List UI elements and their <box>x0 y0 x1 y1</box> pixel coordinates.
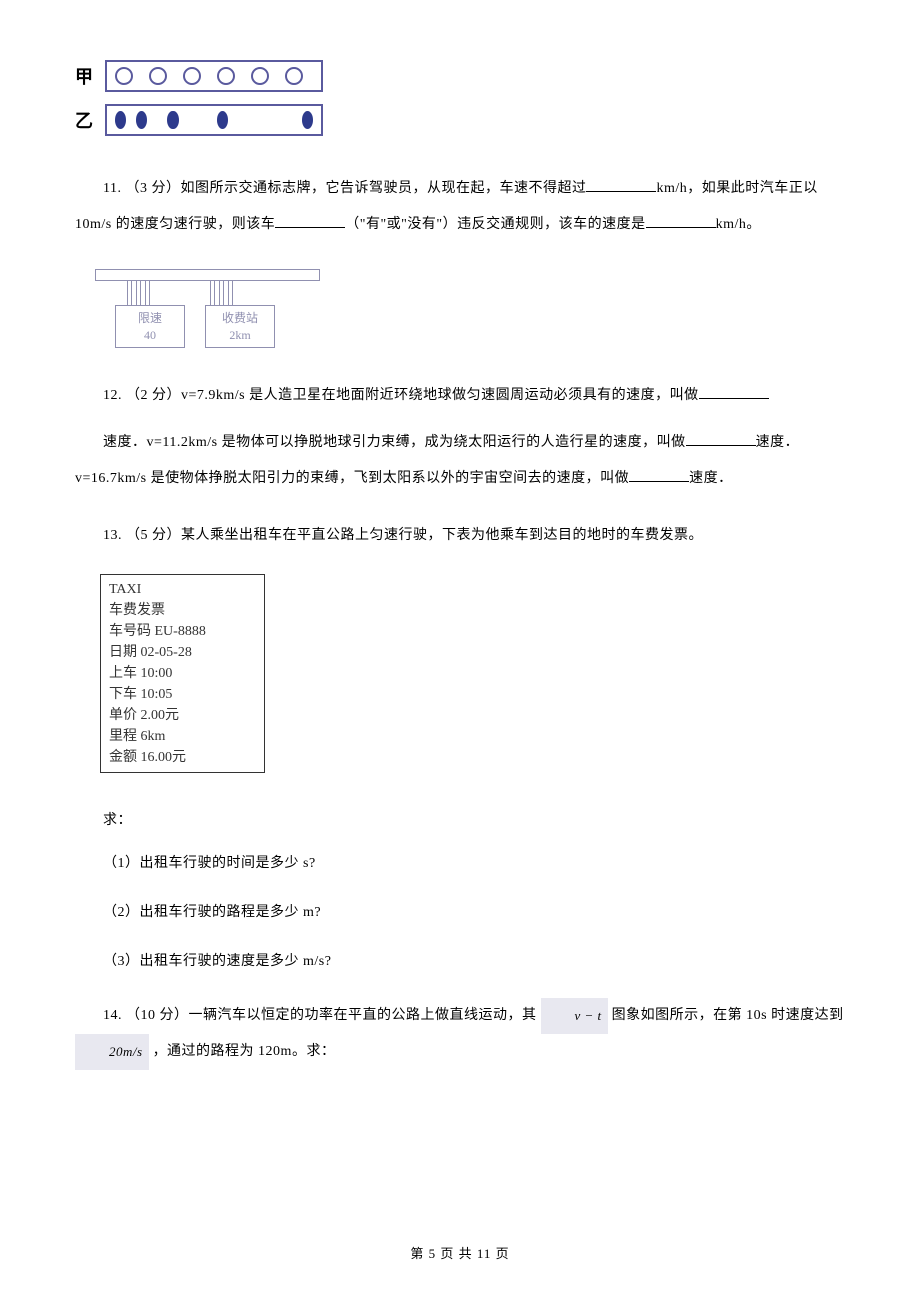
filled-dot-icon <box>136 111 147 129</box>
q12-text: 12. （2 分）v=7.9km/s 是人造卫星在地面附近环绕地球做匀速圆周运动… <box>75 378 845 414</box>
sign-post <box>219 281 224 305</box>
q11-text: 11. （3 分）如图所示交通标志牌，它告诉驾驶员，从现在起，车速不得超过 km/… <box>75 171 845 244</box>
sign-left-l2: 40 <box>116 327 184 344</box>
sign-post <box>136 281 141 305</box>
sign-post <box>127 281 132 305</box>
blank <box>699 385 769 399</box>
receipt-l1: TAXI <box>109 579 256 600</box>
receipt-l8: 里程 6km <box>109 726 256 747</box>
q11-d: km/h。 <box>716 217 761 232</box>
open-dot-icon <box>217 67 235 85</box>
sign-box-left: 限速 40 <box>115 305 185 349</box>
footer-total: 11 <box>477 1246 492 1261</box>
receipt-l5: 上车 10:00 <box>109 663 256 684</box>
sign-left-l1: 限速 <box>116 310 184 327</box>
dot-row-2: 乙 <box>75 104 845 136</box>
open-dot-icon <box>183 67 201 85</box>
filled-dot-icon <box>115 111 126 129</box>
receipt-l3: 车号码 EU-8888 <box>109 621 256 642</box>
q12-a: 12. （2 分）v=7.9km/s 是人造卫星在地面附近环绕地球做匀速圆周运动… <box>103 388 699 403</box>
filled-dot-icon <box>167 111 178 129</box>
blank <box>586 178 656 192</box>
formula-20ms: 20m/s <box>75 1034 149 1070</box>
q13-intro: 13. （5 分）某人乘坐出租车在平直公路上匀速行驶，下表为他乘车到达目的地时的… <box>75 518 845 554</box>
dots-diagram: 甲 乙 <box>75 60 845 136</box>
q12-b: 速度．v=11.2km/s 是物体可以挣脱地球引力束缚，成为绕太阳运行的人造行星… <box>103 435 686 450</box>
footer-a: 第 <box>410 1246 428 1261</box>
open-dot-icon <box>285 67 303 85</box>
traffic-sign-diagram: 限速 40 收费站 2km <box>95 269 320 349</box>
q12-text2: 速度．v=11.2km/s 是物体可以挣脱地球引力束缚，成为绕太阳运行的人造行星… <box>75 425 845 498</box>
q14-b: 图象如图所示，在第 10s 时速度达到 <box>608 1008 844 1023</box>
sign-top-bar <box>95 269 320 281</box>
q14-text: 14. （10 分）一辆汽车以恒定的功率在平直的公路上做直线运动，其 v − t… <box>75 998 845 1071</box>
blank <box>629 468 689 482</box>
q12-d: 速度． <box>689 471 733 486</box>
open-dot-icon <box>115 67 133 85</box>
sign-boxes: 限速 40 收费站 2km <box>95 305 320 349</box>
sign-posts <box>95 281 320 305</box>
filled-dot-icon <box>302 111 313 129</box>
receipt-l2: 车费发票 <box>109 600 256 621</box>
footer-pagenum: 5 <box>429 1246 437 1261</box>
sign-right-l2: 2km <box>206 327 274 344</box>
open-dot-icon <box>149 67 167 85</box>
receipt-l7: 单价 2.00元 <box>109 705 256 726</box>
q13-sub1: （1）出租车行驶的时间是多少 s? <box>103 849 845 880</box>
receipt-l6: 下车 10:05 <box>109 684 256 705</box>
receipt-l9: 金额 16.00元 <box>109 747 256 768</box>
blank <box>275 214 345 228</box>
sign-right-l1: 收费站 <box>206 310 274 327</box>
filled-dot-icon <box>217 111 228 129</box>
dot-row-1: 甲 <box>75 60 845 92</box>
q13-sub2: （2）出租车行驶的路程是多少 m? <box>103 898 845 929</box>
footer-c: 页 <box>491 1246 509 1261</box>
q11-c: （"有"或"没有"）违反交通规则，该车的速度是 <box>345 217 645 232</box>
q13-sub3: （3）出租车行驶的速度是多少 m/s? <box>103 947 845 978</box>
q14-a: 14. （10 分）一辆汽车以恒定的功率在平直的公路上做直线运动，其 <box>103 1008 541 1023</box>
q11-a: 11. （3 分）如图所示交通标志牌，它告诉驾驶员，从现在起，车速不得超过 <box>103 181 586 196</box>
sign-box-right: 收费站 2km <box>205 305 275 349</box>
blank <box>646 214 716 228</box>
q13-qiu: 求： <box>75 803 845 839</box>
sign-post <box>228 281 233 305</box>
sign-post-group <box>210 281 233 305</box>
row1-label: 甲 <box>75 63 97 89</box>
sign-post <box>145 281 150 305</box>
dot-box-1 <box>105 60 323 92</box>
page-footer: 第 5 页 共 11 页 <box>0 1243 920 1262</box>
blank <box>686 432 756 446</box>
row2-label: 乙 <box>75 107 97 133</box>
q14-c: ，通过的路程为 120m。求： <box>149 1044 336 1059</box>
open-dot-icon <box>251 67 269 85</box>
taxi-receipt: TAXI 车费发票 车号码 EU-8888 日期 02-05-28 上车 10:… <box>100 574 265 773</box>
footer-b: 页 共 <box>436 1246 477 1261</box>
sign-post <box>210 281 215 305</box>
dot-box-2 <box>105 104 323 136</box>
formula-vt: v − t <box>541 998 608 1034</box>
receipt-l4: 日期 02-05-28 <box>109 642 256 663</box>
sign-post-group <box>127 281 150 305</box>
